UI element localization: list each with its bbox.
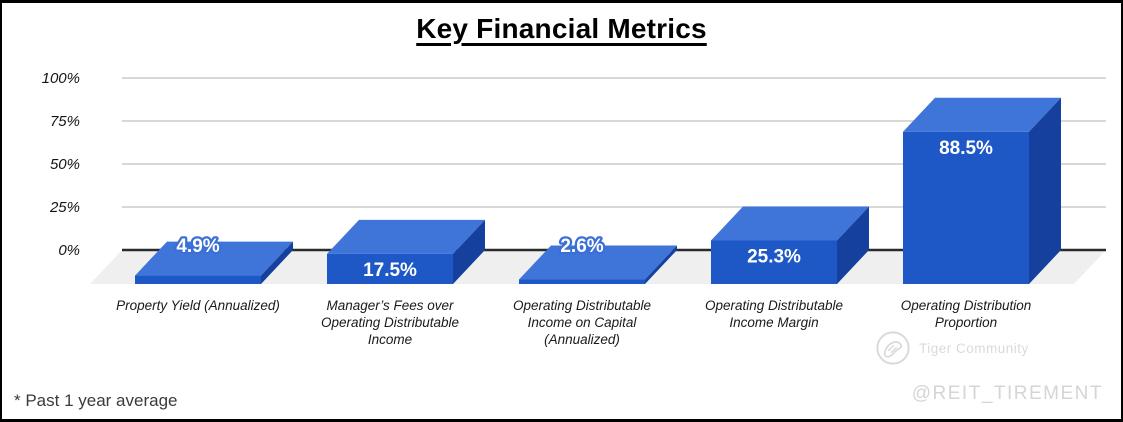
value-label: 88.5%	[939, 138, 993, 159]
y-axis-tick-label: 75%	[50, 113, 80, 130]
tiger-community-logo-icon	[876, 331, 910, 365]
value-label: 17.5%	[363, 260, 417, 281]
value-label: 4.9%	[176, 236, 219, 257]
bar-side-face[interactable]	[645, 245, 677, 284]
bar-top-face[interactable]	[903, 97, 1061, 132]
bar-top-face[interactable]	[327, 219, 485, 254]
category-label: Operating Distributable Income Margin	[704, 298, 844, 330]
category-axis: Property Yield (Annualized) Manager’s Fee…	[2, 297, 1121, 357]
bar-chart: 100% 75% 50% 25% 0% 4.9% 17.5% 2.6% 25.3% 88.5%	[42, 70, 1106, 284]
bar-top-face[interactable]	[135, 241, 293, 276]
value-label: 2.6%	[560, 236, 603, 257]
bar-front-face[interactable]	[903, 131, 1029, 284]
y-axis-tick-label: 50%	[50, 156, 80, 173]
bar-front-face[interactable]	[519, 279, 645, 284]
footnote: * Past 1 year average	[14, 391, 178, 410]
category-label: Operating Distribution Proportion	[900, 298, 1032, 330]
category-label: Manager’s Fees over Operating Distributa…	[320, 298, 460, 347]
bar-top-face[interactable]	[519, 245, 677, 280]
y-axis-tick-label: 25%	[49, 199, 80, 216]
category-label: Operating Distributable Income on Capita…	[512, 298, 652, 347]
bar-side-face[interactable]	[453, 219, 485, 284]
category-label: Property Yield (Annualized)	[116, 298, 280, 313]
watermark: Tiger Community @REIT_TIREMENT	[875, 330, 1105, 405]
bar-front-face[interactable]	[327, 253, 453, 284]
bar-side-face[interactable]	[837, 206, 869, 284]
bar-side-face[interactable]	[261, 241, 293, 284]
value-label: 25.3%	[747, 246, 801, 267]
watermark-handle: @REIT_TIREMENT	[911, 383, 1103, 404]
bar-top-face[interactable]	[711, 206, 869, 241]
watermark-community-name: Tiger Community	[919, 340, 1029, 356]
bar-front-face[interactable]	[711, 240, 837, 284]
chart-title: Key Financial Metrics	[416, 13, 707, 44]
y-axis-tick-label: 0%	[58, 242, 80, 259]
bar-side-face[interactable]	[1029, 97, 1061, 284]
y-axis-tick-label: 100%	[42, 70, 80, 87]
watermark-logo-row: Tiger Community	[875, 330, 1029, 366]
bar-front-face[interactable]	[135, 275, 261, 284]
